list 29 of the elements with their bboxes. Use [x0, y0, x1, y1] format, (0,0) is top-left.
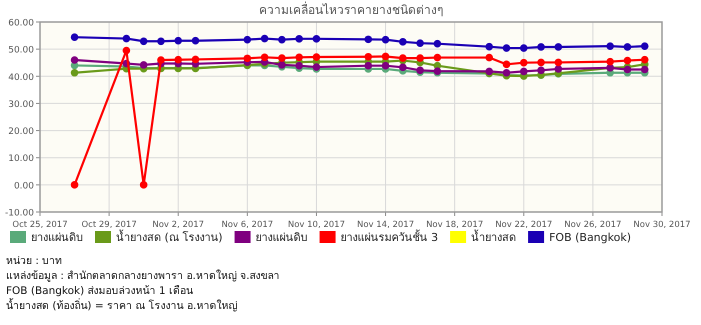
legend-label: น้ำยางสด	[471, 229, 516, 244]
legend-label: ยางแผ่นดิบ	[31, 231, 83, 244]
x-tick-label: Nov 22, 2017	[495, 220, 552, 230]
y-tick-label: 0.00	[14, 181, 34, 192]
x-tick-label: Nov 2, 2017	[152, 220, 204, 230]
x-tick-label: Nov 6, 2017	[221, 220, 274, 230]
y-tick-label: 40.00	[8, 72, 34, 83]
x-tick-label: Nov 26, 2017	[564, 220, 622, 230]
y-tick-label: 60.00	[8, 18, 34, 28]
text: FOB (Bangkok) ส่งมอบล่วงหน้า 1 เดือน	[6, 284, 193, 297]
x-tick-label: Nov 18, 2017	[426, 220, 484, 230]
y-tick-label: 50.00	[8, 46, 34, 56]
y-tick-label: 30.00	[8, 100, 34, 110]
text: แหล่งข้อมูล : สำนักตลาดกลางยางพารา อ.หาดใหญ่ จ.สงขลา	[6, 269, 280, 282]
y-tick-label: 10.00	[8, 154, 34, 164]
legend-label: ยางแผ่นดิบ	[256, 231, 308, 244]
x-tick-label: Nov 14, 2017	[356, 220, 414, 230]
legend-label: น้ำยางสด (ณ โรงงาน)	[116, 229, 223, 244]
x-tick-label: Nov 30, 2017	[633, 220, 691, 230]
text: น้ำยางสด (ท้องถิ่น) = ราคา ณ โรงงาน อ.หาดใหญ่	[6, 298, 238, 312]
x-tick-label: Oct 25, 2017	[12, 220, 68, 230]
legend-label: FOB (Bangkok)	[549, 231, 632, 244]
y-tick-label: -10.00	[4, 208, 34, 218]
chart-title: ความเคลื่อนไหวราคายางชนิดต่างๆ	[259, 1, 443, 17]
y-tick-label: 20.00	[8, 127, 34, 138]
x-tick-label: Nov 10, 2017	[288, 220, 346, 230]
legend-label: ยางแผ่นรมควันชั้น 3	[340, 229, 438, 244]
x-tick-label: Oct 29, 2017	[81, 220, 137, 230]
text: หน่วย : บาท	[6, 255, 62, 267]
